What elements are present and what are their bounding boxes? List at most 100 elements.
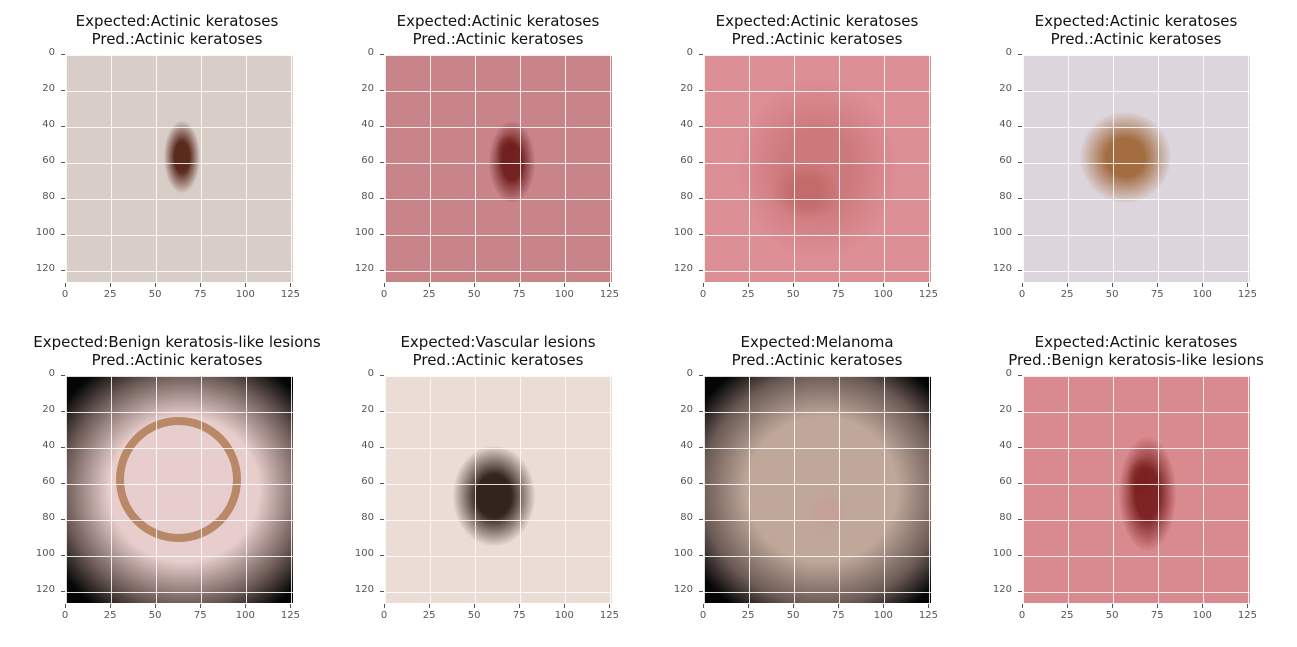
gridline <box>704 127 931 129</box>
gridline <box>704 448 931 450</box>
x-tick-mark <box>703 283 704 287</box>
y-tick-mark <box>380 483 384 485</box>
y-tick-label: 120 <box>992 263 1012 275</box>
gridline <box>1248 376 1250 603</box>
x-tick-label: 75 <box>831 610 845 621</box>
predicted-label: Pred.:Actinic keratoses <box>91 30 263 48</box>
x-tick-label: 0 <box>1018 610 1026 621</box>
x-tick-label: 25 <box>1060 610 1074 621</box>
y-tick-label: 20 <box>42 404 55 416</box>
y-tick-mark <box>699 198 703 200</box>
y-tick-label: 100 <box>992 227 1012 239</box>
y-tick-mark <box>1018 483 1022 485</box>
y-tick-mark <box>380 234 384 236</box>
x-tick-label: 50 <box>1105 289 1119 300</box>
y-tick-label: 100 <box>992 548 1012 560</box>
y-tick-mark <box>1018 234 1022 236</box>
x-tick-mark <box>474 604 476 608</box>
x-tick-label: 0 <box>1018 289 1026 300</box>
y-tick-mark <box>1018 591 1022 593</box>
gridline <box>1023 199 1250 201</box>
x-tick-label: 75 <box>1150 289 1164 300</box>
lesion-region <box>772 162 841 220</box>
gridline <box>66 412 293 414</box>
gridline <box>385 376 386 603</box>
y-tick-mark <box>1018 270 1022 272</box>
x-tick-label: 25 <box>741 610 755 621</box>
x-tick-mark <box>703 604 704 608</box>
x-tick-label: 25 <box>422 610 436 621</box>
x-tick-label: 0 <box>61 289 69 300</box>
gridline <box>291 55 293 282</box>
x-tick-label: 75 <box>512 610 526 621</box>
y-tick-label: 80 <box>999 512 1012 524</box>
y-tick-mark <box>380 591 384 593</box>
lesion-region <box>115 416 241 542</box>
gridline <box>156 55 158 282</box>
gridline <box>704 163 931 165</box>
y-tick-label: 20 <box>680 83 693 95</box>
gridline <box>385 484 612 486</box>
gridline <box>1023 55 1250 56</box>
y-tick-mark <box>380 447 384 449</box>
gridline <box>1023 91 1250 93</box>
gridline <box>66 556 293 558</box>
y-tick-label: 20 <box>999 83 1012 95</box>
gridline <box>385 592 612 594</box>
gridline <box>385 55 386 282</box>
x-tick-mark <box>1202 604 1204 608</box>
lesion-image <box>65 375 294 604</box>
y-tick-label: 0 <box>1005 368 1012 379</box>
gridline <box>1023 556 1250 558</box>
x-tick-mark <box>1067 283 1069 287</box>
x-tick-mark <box>928 283 930 287</box>
gridline <box>565 55 567 282</box>
gridline <box>704 592 931 594</box>
x-tick-label: 75 <box>193 610 207 621</box>
expected-label: Expected:Actinic keratoses <box>715 12 919 30</box>
gridline <box>385 556 612 558</box>
gridline <box>385 412 612 414</box>
lesion-image <box>703 375 932 604</box>
y-tick-label: 60 <box>999 476 1012 488</box>
y-tick-label: 20 <box>42 83 55 95</box>
x-tick-mark <box>429 604 431 608</box>
y-tick-mark <box>61 270 65 272</box>
x-tick-label: 25 <box>1060 289 1074 300</box>
x-tick-mark <box>838 283 840 287</box>
gridline <box>66 55 293 56</box>
gridline <box>385 271 612 273</box>
panel-title: Expected:Melanoma Pred.:Actinic keratoses <box>657 333 977 369</box>
x-tick-mark <box>793 283 795 287</box>
gridline <box>291 376 293 603</box>
x-tick-mark <box>384 604 385 608</box>
predicted-label: Pred.:Actinic keratoses <box>412 351 584 369</box>
y-tick-mark <box>1018 411 1022 413</box>
gridline <box>839 376 841 603</box>
y-tick-label: 0 <box>686 368 693 379</box>
y-tick-mark <box>699 411 703 413</box>
y-tick-label: 40 <box>42 119 55 131</box>
y-tick-label: 40 <box>361 119 374 131</box>
x-tick-label: 100 <box>235 289 255 300</box>
lesion-image <box>1022 375 1251 604</box>
x-tick-mark <box>245 283 247 287</box>
gridline <box>1158 55 1160 282</box>
expected-label: Expected:Actinic keratoses <box>75 12 279 30</box>
gridline <box>66 448 293 450</box>
gridline <box>1023 163 1250 165</box>
x-tick-label: 75 <box>1150 610 1164 621</box>
x-tick-mark <box>609 604 611 608</box>
x-tick-mark <box>155 283 157 287</box>
gridline <box>201 55 203 282</box>
gridline <box>1068 376 1070 603</box>
y-tick-mark <box>699 90 703 92</box>
y-tick-mark <box>380 555 384 557</box>
gridline <box>1023 55 1024 282</box>
panel-title: Expected:Actinic keratoses Pred.:Actinic … <box>338 12 658 48</box>
x-tick-label: 100 <box>235 610 255 621</box>
x-tick-label: 50 <box>786 289 800 300</box>
y-tick-mark <box>61 126 65 128</box>
gridline <box>1023 448 1250 450</box>
y-tick-mark <box>1018 90 1022 92</box>
